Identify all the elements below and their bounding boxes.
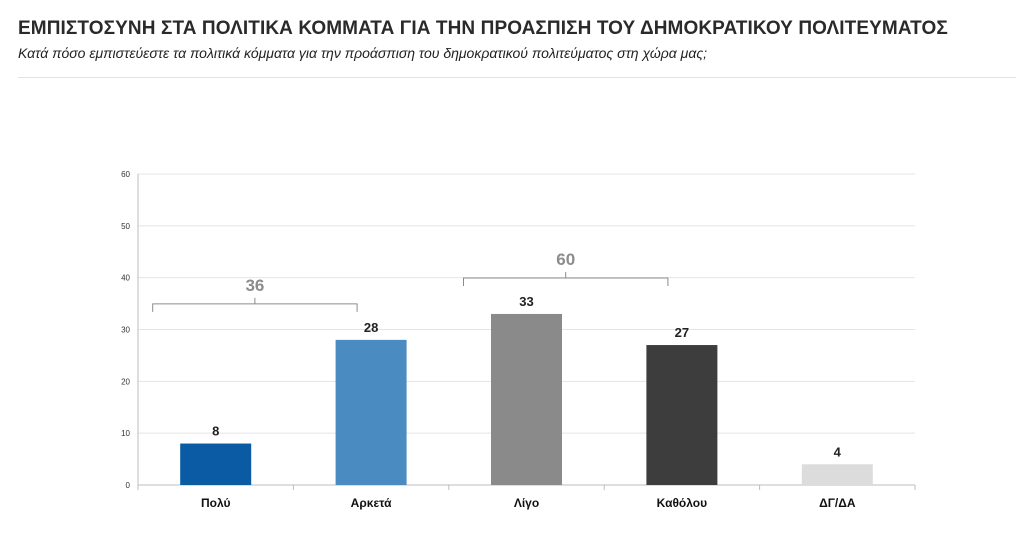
y-tick-label: 0 [126, 481, 131, 490]
bar [646, 345, 718, 485]
y-tick-label: 40 [121, 274, 130, 283]
category-label: Λίγο [514, 496, 539, 510]
group-bracket [152, 297, 358, 312]
bar [801, 464, 873, 485]
page-title: ΕΜΠΙΣΤΟΣΥΝΗ ΣΤΑ ΠΟΛΙΤΙΚΑ ΚΟΜΜΑΤΑ ΓΙΑ ΤΗΝ… [18, 18, 948, 39]
y-tick-label: 20 [121, 377, 130, 386]
data-label: 33 [519, 294, 533, 309]
category-label: ΔΓ/ΔΑ [819, 496, 856, 510]
group-bracket [463, 271, 669, 286]
y-tick-label: 50 [121, 222, 130, 231]
bar [180, 443, 252, 485]
category-label: Καθόλου [657, 496, 707, 510]
group-total-label: 60 [556, 250, 575, 269]
category-label: Πολύ [201, 496, 230, 510]
page-subtitle: Κατά πόσο εμπιστεύεστε τα πολιτικά κόμμα… [18, 45, 708, 61]
header-divider [18, 77, 1016, 78]
data-label: 8 [212, 424, 219, 439]
y-tick-label: 60 [121, 170, 130, 179]
bar [335, 339, 407, 485]
data-label: 28 [364, 320, 378, 335]
y-tick-label: 10 [121, 429, 130, 438]
y-tick-label: 30 [121, 326, 130, 335]
group-total-label: 36 [245, 276, 264, 295]
category-label: Αρκετά [351, 496, 392, 510]
bar [491, 313, 562, 485]
data-label: 27 [675, 325, 689, 340]
data-label: 4 [834, 444, 842, 459]
